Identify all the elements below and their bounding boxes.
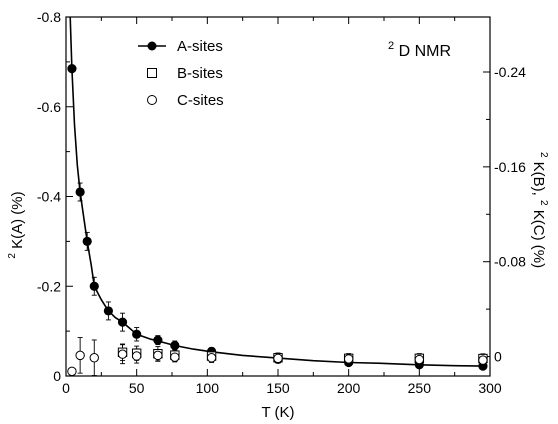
data-point-a-sites — [117, 317, 128, 327]
left-y-tick-label: -0.4 — [37, 189, 61, 205]
x-tick-label: 0 — [62, 380, 70, 396]
nmr-annotation: 2 D NMR — [388, 36, 451, 60]
right-y-tick-label: -0.16 — [494, 159, 526, 175]
data-point-c-sites — [414, 354, 425, 365]
x-axis-title: T (K) — [261, 404, 294, 421]
legend: A-sites B-sites C-sites — [138, 38, 224, 109]
data-point-c-sites — [75, 350, 85, 361]
data-point-c-sites — [89, 353, 99, 363]
right-y-axis-title-text-2: K(C) (%) — [530, 210, 547, 268]
right-y-axis-title-sup-1: 2 — [538, 152, 549, 158]
right-y-axis-title-group: 2 K(B), 2 K(C) (%) — [530, 152, 554, 268]
data-point-c-sites — [273, 353, 283, 364]
right-y-axis-title-sup-2: 2 — [538, 200, 549, 206]
legend-marker-b-sites — [147, 68, 157, 78]
x-tick-label: 300 — [478, 380, 502, 396]
left-y-axis-title: 2 K(A) (%) — [2, 191, 26, 258]
x-tick-label: 200 — [337, 380, 361, 396]
right-y-axis: 0 -0.08 -0.16 -0.24 — [483, 64, 526, 365]
x-axis: 0 50 100 150 200 250 300 — [62, 17, 502, 396]
left-y-tick-label: 0 — [53, 368, 61, 384]
error-bars-layer — [77, 182, 486, 376]
data-point-c-sites — [343, 354, 354, 364]
x-tick-label: 100 — [196, 380, 220, 396]
left-y-axis-title-text: K(A) (%) — [9, 191, 26, 249]
fit-curve — [69, 16, 483, 367]
data-point-c-sites — [153, 350, 163, 361]
left-y-axis-title-sup: 2 — [7, 253, 18, 259]
legend-marker-a-sites — [147, 41, 157, 51]
right-y-axis-title: 2 K(B), 2 K(C) (%) — [530, 152, 554, 268]
data-point-a-sites — [89, 281, 99, 291]
right-y-axis-title-text-1: K(B), — [530, 162, 547, 200]
x-tick-label: 50 — [129, 380, 145, 396]
right-y-tick-label: 0 — [494, 349, 502, 365]
data-point-a-sites — [153, 335, 163, 345]
data-point-a-sites — [82, 236, 92, 246]
plot-border — [65, 16, 491, 377]
plot-area — [65, 16, 491, 377]
left-y-axis-title-group: 2 K(A) (%) — [2, 191, 26, 258]
data-point-a-sites — [103, 306, 113, 316]
nmr-annotation-text: D NMR — [399, 43, 451, 60]
data-point-a-sites — [132, 329, 142, 339]
legend-label-b-sites: B-sites — [177, 65, 223, 82]
data-point-a-sites — [170, 340, 180, 351]
data-point-c-sites — [131, 351, 142, 361]
left-y-tick-label: -0.2 — [37, 278, 61, 294]
nmr-annotation-sup: 2 — [388, 40, 394, 52]
data-point-c-sites — [67, 366, 77, 377]
data-point-c-sites — [206, 353, 217, 363]
data-point-c-sites — [478, 355, 488, 365]
legend-label-c-sites: C-sites — [177, 92, 224, 109]
markers-layer — [67, 64, 488, 377]
left-y-tick-label: -0.8 — [37, 9, 61, 25]
fit-curve-layer — [69, 16, 483, 367]
data-point-a-sites — [67, 64, 77, 74]
data-point-c-sites — [117, 349, 128, 359]
data-point-c-sites — [170, 352, 180, 362]
x-tick-label: 150 — [266, 380, 290, 396]
left-y-tick-label: -0.6 — [37, 99, 61, 115]
right-y-tick-label: -0.08 — [494, 254, 526, 270]
right-y-tick-label: -0.24 — [494, 64, 526, 80]
x-tick-label: 250 — [408, 380, 432, 396]
data-point-a-sites — [75, 187, 85, 197]
left-y-axis: 0 -0.2 -0.4 -0.6 -0.8 — [37, 9, 73, 384]
legend-label-a-sites: A-sites — [177, 38, 223, 55]
legend-marker-c-sites — [147, 95, 157, 105]
